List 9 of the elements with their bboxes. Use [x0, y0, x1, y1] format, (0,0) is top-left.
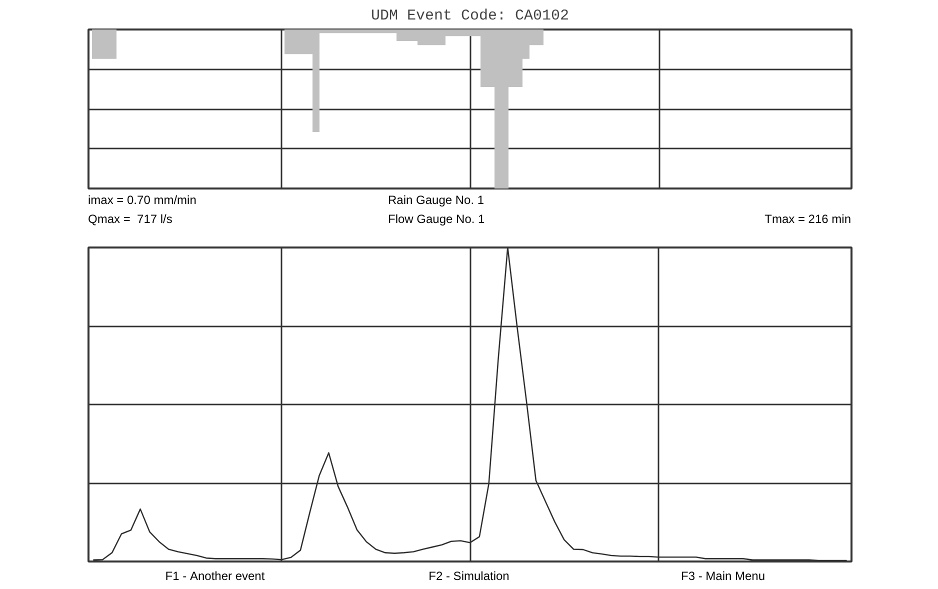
text: imax = 0.70 mm/min [88, 192, 198, 209]
text: F1 - Another event [164, 568, 266, 585]
text: F3 - Main Menu [680, 568, 766, 585]
text: Tmax = 216 min [764, 211, 851, 228]
text: F2 - Simulation [428, 568, 510, 585]
text: Qmax = 717 l/s [88, 211, 174, 228]
text: Flow Gauge No. 1 [388, 211, 486, 228]
chart-title: UDM Event Code: CA0102 [370, 8, 570, 24]
text: Rain Gauge No. 1 [388, 192, 486, 209]
